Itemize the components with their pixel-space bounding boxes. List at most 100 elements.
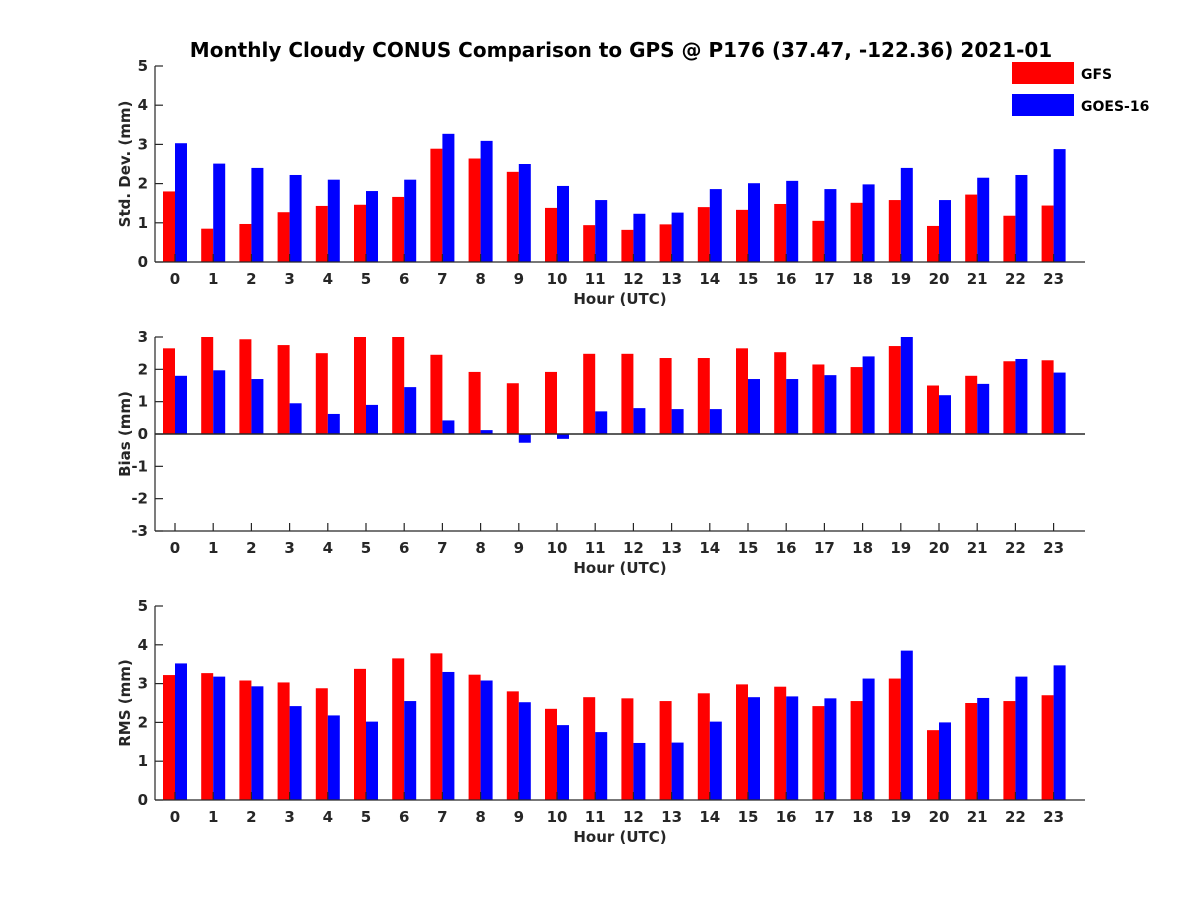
legend-swatch-gfs <box>1012 62 1074 84</box>
std-dev-bar-goes16-18 <box>862 184 875 262</box>
rms-bar-goes16-9 <box>518 702 531 800</box>
rms-x-tick-label: 13 <box>661 808 682 826</box>
rms-bar-gfs-4 <box>315 688 328 800</box>
bias-x-tick-label: 5 <box>361 539 371 557</box>
std-dev-x-tick-label: 4 <box>323 270 333 288</box>
bias-bar-goes16-19 <box>900 337 913 434</box>
rms-x-tick-label: 20 <box>929 808 950 826</box>
rms-x-tick-label: 7 <box>437 808 447 826</box>
std-dev-bar-gfs-12 <box>621 229 634 262</box>
rms-bar-gfs-11 <box>583 697 596 800</box>
std-dev-x-tick-label: 10 <box>547 270 568 288</box>
rms-x-tick-label: 3 <box>284 808 294 826</box>
bias-x-tick-label: 23 <box>1043 539 1064 557</box>
rms-bar-gfs-7 <box>430 653 443 800</box>
std-dev-bar-goes16-5 <box>366 191 378 262</box>
std-dev-bar-goes16-10 <box>557 185 569 262</box>
std-dev-y-axis-label: Std. Dev. (mm) <box>116 101 134 228</box>
bias-x-tick-label: 6 <box>399 539 409 557</box>
bias-bar-goes16-2 <box>251 379 264 434</box>
std-dev-bar-goes16-23 <box>1053 149 1066 262</box>
rms-bar-goes16-8 <box>480 680 493 800</box>
legend-label-gfs: GFS <box>1081 67 1112 83</box>
std-dev-x-tick-label: 3 <box>284 270 294 288</box>
std-dev-bar-goes16-2 <box>251 167 264 262</box>
rms-y-tick-label: 2 <box>138 713 148 731</box>
std-dev-bar-gfs-10 <box>545 207 557 262</box>
std-dev-x-tick-label: 23 <box>1043 270 1064 288</box>
rms-x-tick-label: 9 <box>514 808 524 826</box>
std-dev-x-tick-label: 22 <box>1005 270 1026 288</box>
bias-bar-goes16-14 <box>709 409 722 434</box>
std-dev-x-tick-label: 13 <box>661 270 682 288</box>
std-dev-y-tick-label: 4 <box>138 96 148 114</box>
rms-bar-goes16-15 <box>748 697 760 800</box>
std-dev-x-axis-label: Hour (UTC) <box>573 290 666 308</box>
std-dev-x-tick-label: 7 <box>437 270 447 288</box>
bias-bar-gfs-18 <box>850 367 863 434</box>
bias-bar-goes16-16 <box>786 379 799 434</box>
rms-x-tick-label: 17 <box>814 808 835 826</box>
std-dev-bar-gfs-21 <box>965 194 978 262</box>
rms-bar-gfs-22 <box>1003 701 1016 800</box>
bias-bar-goes16-3 <box>289 403 302 434</box>
rms-x-tick-label: 16 <box>776 808 797 826</box>
bias-bar-gfs-14 <box>697 358 710 434</box>
bias-x-tick-label: 17 <box>814 539 835 557</box>
bias-bar-gfs-0 <box>163 348 175 434</box>
rms-x-tick-label: 19 <box>890 808 911 826</box>
bias-bar-goes16-10 <box>557 434 569 439</box>
std-dev-x-tick-label: 19 <box>890 270 911 288</box>
std-dev-x-tick-label: 12 <box>623 270 644 288</box>
rms-bar-goes16-7 <box>442 671 455 800</box>
bias-y-tick-label: 2 <box>138 360 148 378</box>
bias-x-tick-label: 18 <box>852 539 873 557</box>
bias-x-tick-label: 19 <box>890 539 911 557</box>
bias-x-axis-label: Hour (UTC) <box>573 559 666 577</box>
rms-bar-gfs-23 <box>1041 695 1054 800</box>
bias-y-tick-label: 3 <box>138 328 148 346</box>
bias-bar-goes16-21 <box>977 383 990 434</box>
bias-x-tick-label: 7 <box>437 539 447 557</box>
bias-bar-goes16-17 <box>824 375 837 434</box>
std-dev-bar-goes16-22 <box>1015 174 1028 262</box>
std-dev-bar-gfs-5 <box>354 204 366 262</box>
std-dev-bar-gfs-16 <box>774 203 787 262</box>
rms-bar-goes16-13 <box>671 742 684 800</box>
std-dev-x-tick-label: 18 <box>852 270 873 288</box>
rms-bar-goes16-1 <box>213 676 226 800</box>
std-dev-bar-goes16-6 <box>404 179 417 262</box>
rms-bar-goes16-20 <box>939 722 951 800</box>
bias-bar-gfs-7 <box>430 354 443 434</box>
std-dev-x-tick-label: 11 <box>585 270 606 288</box>
bias-bar-goes16-12 <box>633 408 646 434</box>
rms-bar-goes16-2 <box>251 686 264 800</box>
rms-y-axis-label: RMS (mm) <box>116 659 134 746</box>
bias-bar-goes16-22 <box>1015 358 1028 434</box>
rms-bar-goes16-19 <box>900 650 913 800</box>
rms-bar-goes16-11 <box>595 732 608 800</box>
bias-bar-gfs-4 <box>315 353 328 434</box>
rms-x-tick-label: 6 <box>399 808 409 826</box>
bias-y-axis-label: Bias (mm) <box>116 391 134 477</box>
chart-title: Monthly Cloudy CONUS Comparison to GPS @… <box>190 38 1052 62</box>
rms-bar-gfs-18 <box>850 701 863 800</box>
bias-bar-gfs-2 <box>239 339 252 434</box>
std-dev-bar-gfs-20 <box>927 225 939 262</box>
rms-bar-goes16-3 <box>289 706 302 800</box>
std-dev-bar-gfs-8 <box>468 158 481 262</box>
bias-bar-gfs-13 <box>659 358 672 434</box>
rms-x-tick-label: 12 <box>623 808 644 826</box>
std-dev-x-tick-label: 6 <box>399 270 409 288</box>
bias-y-tick-label: -1 <box>131 457 148 475</box>
bias-x-tick-label: 20 <box>929 539 950 557</box>
std-dev-x-tick-label: 2 <box>246 270 256 288</box>
bias-bar-goes16-23 <box>1053 372 1066 434</box>
bias-bar-gfs-15 <box>736 348 748 434</box>
std-dev-bar-gfs-18 <box>850 202 863 262</box>
bias-bar-gfs-21 <box>965 375 978 434</box>
rms-bar-gfs-17 <box>812 706 825 800</box>
std-dev-x-tick-label: 15 <box>738 270 759 288</box>
rms-x-tick-label: 15 <box>738 808 759 826</box>
